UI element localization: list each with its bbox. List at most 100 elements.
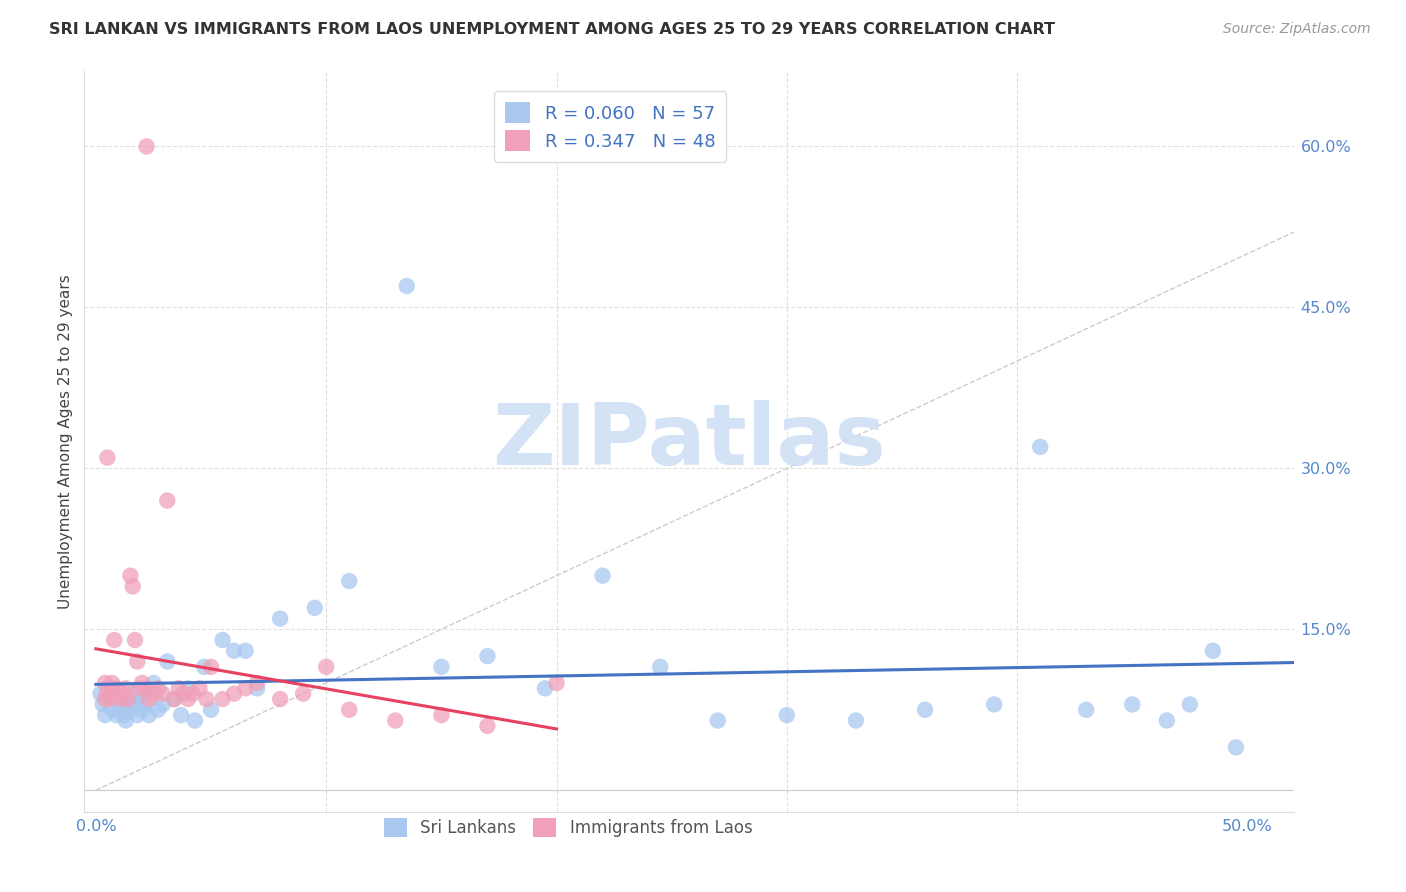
Point	[96, 450, 118, 465]
Point	[1225, 740, 1247, 755]
Point	[845, 714, 868, 728]
Point	[89, 687, 111, 701]
Point	[101, 687, 124, 701]
Point	[108, 698, 131, 712]
Point	[120, 703, 142, 717]
Point	[235, 681, 257, 696]
Point	[110, 692, 132, 706]
Point	[200, 660, 222, 674]
Point	[477, 719, 499, 733]
Point	[304, 600, 326, 615]
Point	[152, 698, 174, 712]
Point	[430, 708, 453, 723]
Point	[914, 703, 936, 717]
Point	[592, 568, 614, 582]
Point	[120, 568, 142, 582]
Point	[195, 692, 218, 706]
Point	[156, 655, 179, 669]
Point	[142, 687, 165, 701]
Point	[108, 687, 131, 701]
Point	[167, 681, 190, 696]
Point	[211, 633, 233, 648]
Text: Source: ZipAtlas.com: Source: ZipAtlas.com	[1223, 22, 1371, 37]
Point	[1076, 703, 1098, 717]
Y-axis label: Unemployment Among Ages 25 to 29 years: Unemployment Among Ages 25 to 29 years	[58, 274, 73, 609]
Point	[222, 644, 245, 658]
Point	[91, 698, 114, 712]
Point	[117, 698, 139, 712]
Point	[135, 681, 157, 696]
Point	[1156, 714, 1178, 728]
Point	[124, 698, 146, 712]
Point	[170, 708, 193, 723]
Point	[142, 676, 165, 690]
Point	[121, 687, 143, 701]
Point	[135, 687, 157, 701]
Point	[181, 687, 204, 701]
Point	[211, 692, 233, 706]
Point	[127, 708, 149, 723]
Point	[146, 703, 169, 717]
Point	[96, 687, 118, 701]
Point	[650, 660, 672, 674]
Point	[117, 692, 139, 706]
Point	[177, 681, 200, 696]
Point	[127, 655, 149, 669]
Point	[135, 139, 157, 153]
Point	[98, 681, 121, 696]
Point	[110, 703, 132, 717]
Point	[152, 687, 174, 701]
Text: SRI LANKAN VS IMMIGRANTS FROM LAOS UNEMPLOYMENT AMONG AGES 25 TO 29 YEARS CORREL: SRI LANKAN VS IMMIGRANTS FROM LAOS UNEMP…	[49, 22, 1056, 37]
Point	[128, 681, 150, 696]
Point	[98, 692, 121, 706]
Point	[1178, 698, 1201, 712]
Point	[131, 703, 153, 717]
Point	[134, 698, 156, 712]
Point	[105, 681, 128, 696]
Point	[94, 676, 117, 690]
Point	[172, 687, 194, 701]
Legend: Sri Lankans, Immigrants from Laos: Sri Lankans, Immigrants from Laos	[377, 812, 759, 844]
Point	[315, 660, 337, 674]
Point	[983, 698, 1005, 712]
Point	[477, 649, 499, 664]
Point	[112, 687, 135, 701]
Point	[430, 660, 453, 674]
Point	[112, 708, 135, 723]
Point	[177, 692, 200, 706]
Point	[103, 633, 125, 648]
Point	[105, 708, 128, 723]
Point	[1202, 644, 1225, 658]
Point	[101, 703, 124, 717]
Point	[131, 676, 153, 690]
Point	[138, 708, 160, 723]
Point	[235, 644, 257, 658]
Point	[337, 703, 360, 717]
Point	[94, 692, 117, 706]
Point	[94, 708, 117, 723]
Point	[269, 692, 291, 706]
Point	[96, 681, 118, 696]
Point	[121, 579, 143, 593]
Point	[163, 692, 186, 706]
Point	[138, 692, 160, 706]
Point	[269, 611, 291, 625]
Point	[114, 714, 136, 728]
Point	[337, 574, 360, 588]
Point	[200, 703, 222, 717]
Point	[98, 692, 121, 706]
Point	[384, 714, 406, 728]
Point	[1029, 440, 1052, 454]
Point	[184, 714, 207, 728]
Point	[114, 681, 136, 696]
Point	[706, 714, 728, 728]
Point	[103, 687, 125, 701]
Point	[534, 681, 557, 696]
Point	[193, 660, 215, 674]
Point	[246, 676, 269, 690]
Point	[188, 681, 211, 696]
Point	[395, 279, 418, 293]
Point	[146, 681, 169, 696]
Point	[1121, 698, 1143, 712]
Point	[222, 687, 245, 701]
